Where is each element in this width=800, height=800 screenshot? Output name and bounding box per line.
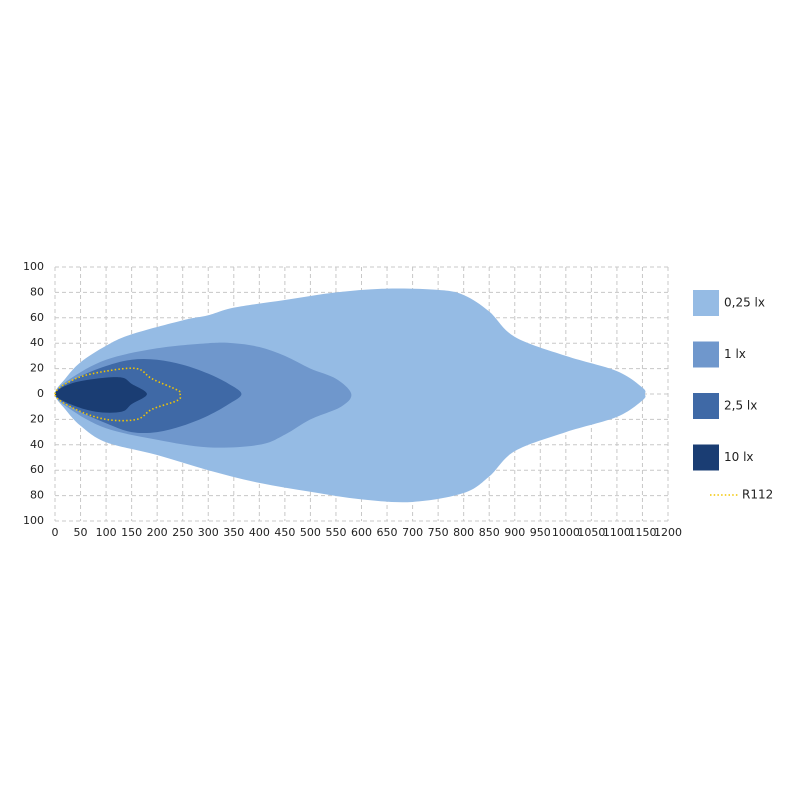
x-tick-label: 800 — [453, 526, 474, 539]
x-tick-label: 250 — [172, 526, 193, 539]
y-tick-label: 60 — [30, 311, 44, 324]
x-tick-label: 850 — [479, 526, 500, 539]
zone-line — [54, 367, 182, 422]
x-tick-label: 50 — [74, 526, 88, 539]
y-tick-label: 40 — [30, 438, 44, 451]
legend-label: R112 — [742, 488, 773, 502]
legend-label: 1 lx — [724, 347, 746, 361]
x-tick-label: 650 — [377, 526, 398, 539]
legend-swatch — [693, 290, 719, 316]
x-tick-label: 750 — [428, 526, 449, 539]
y-tick-label: 40 — [30, 336, 44, 349]
x-tick-label: 700 — [402, 526, 423, 539]
x-tick-label: 100 — [96, 526, 117, 539]
legend-label: 10 lx — [724, 450, 754, 464]
legend-swatch — [693, 341, 719, 368]
x-tick-label: 500 — [300, 526, 321, 539]
legend-label: 2,5 lx — [724, 399, 757, 413]
y-tick-label: 60 — [30, 463, 44, 476]
x-tick-label: 0 — [52, 526, 59, 539]
x-tick-label: 950 — [530, 526, 551, 539]
y-tick-label: 20 — [30, 362, 44, 375]
x-tick-label: 200 — [147, 526, 168, 539]
y-tick-label: 0 — [37, 387, 44, 400]
x-tick-label: 400 — [249, 526, 270, 539]
x-tick-label: 600 — [351, 526, 372, 539]
x-tick-label: 1150 — [628, 526, 656, 539]
y-tick-label: 20 — [30, 412, 44, 425]
zone-area — [55, 377, 147, 413]
x-tick-label: 350 — [223, 526, 244, 539]
legend-label: 0,25 lx — [724, 296, 765, 310]
legend-swatch — [693, 393, 719, 419]
y-tick-label: 80 — [30, 285, 44, 298]
x-tick-label: 900 — [504, 526, 525, 539]
x-tick-label: 1200 — [654, 526, 682, 539]
y-tick-label: 100 — [23, 514, 44, 527]
x-tick-label: 300 — [198, 526, 219, 539]
x-tick-label: 1050 — [577, 526, 605, 539]
x-tick-label: 1100 — [603, 526, 631, 539]
y-tick-label: 80 — [30, 489, 44, 502]
x-tick-label: 150 — [121, 526, 142, 539]
x-tick-label: 550 — [325, 526, 346, 539]
zone-area — [55, 358, 242, 434]
x-tick-label: 450 — [274, 526, 295, 539]
x-tick-label: 1000 — [552, 526, 580, 539]
y-tick-label: 100 — [23, 260, 44, 273]
legend-swatch — [693, 444, 719, 471]
